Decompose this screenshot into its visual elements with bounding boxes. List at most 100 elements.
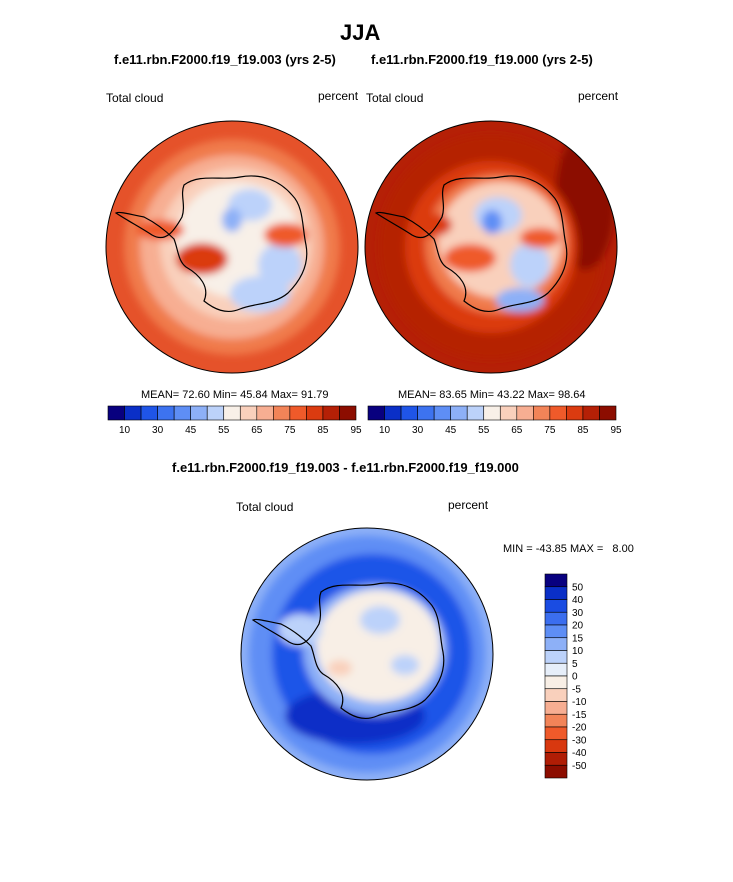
- left-colorbar-box: [157, 405, 175, 421]
- diff-colorbar-box: [544, 662, 568, 677]
- diff-colorbar-box: [544, 701, 568, 715]
- diff-colorbar-tick-label: -50: [572, 761, 587, 772]
- diff-colorbar-tick-label: -10: [572, 697, 587, 708]
- left-max-value: 91.79: [300, 389, 329, 401]
- left-stats: MEAN= 72.60 Min= 45.84 Max= 91.79: [141, 389, 329, 401]
- right-colorbar-box: [566, 405, 584, 421]
- diff-variable-label: Total cloud: [236, 500, 294, 514]
- right-colorbar-tick-label: 85: [577, 425, 589, 436]
- diff-panel-title: f.e11.rbn.F2000.f19_f19.003 - f.e11.rbn.…: [172, 460, 519, 475]
- diff-colorbar-tick-label: 20: [572, 621, 584, 632]
- right-min-label: Min=: [469, 389, 495, 401]
- right-colorbar-tick-label: 30: [412, 425, 424, 436]
- diff-colorbar-box: [544, 650, 568, 664]
- left-colorbar-box: [206, 405, 225, 421]
- left-colorbar-tick-label: 30: [152, 425, 164, 436]
- left-colorbar-box: [306, 405, 324, 421]
- right-units-label: percent: [578, 89, 619, 103]
- diff-colorbar-box: [544, 573, 568, 588]
- diff-colorbar-tick-label: -5: [572, 684, 581, 695]
- diff-colorbar-tick-label: 15: [572, 633, 584, 644]
- right-colorbar-tick-label: 45: [445, 425, 457, 436]
- right-colorbar-box: [450, 405, 468, 421]
- diff-colorbar-box: [544, 599, 568, 613]
- right-colorbar-tick-label: 55: [478, 425, 490, 436]
- diff-colorbar-box: [544, 637, 568, 651]
- right-colorbar-box: [367, 405, 385, 421]
- left-colorbar-box: [322, 405, 340, 421]
- right-stats: MEAN= 83.65 Min= 43.22 Max= 98.64: [398, 389, 586, 401]
- right-max-value: 98.64: [557, 389, 586, 401]
- right-colorbar-box: [417, 405, 435, 421]
- right-colorbar-box: [549, 405, 567, 421]
- diff-colorbar-box: [544, 611, 568, 626]
- diff-colorbar-tick-label: -30: [572, 735, 587, 746]
- diff-colorbar-tick-label: -15: [572, 710, 587, 721]
- diff-colorbar-box: [544, 586, 568, 600]
- left-colorbar-box: [239, 405, 258, 421]
- diff-colorbar-box: [544, 752, 568, 766]
- right-mean-label: MEAN=: [398, 389, 437, 401]
- left-colorbar-tick-label: 65: [251, 425, 263, 436]
- right-colorbar: 10 30 45 55 65 75 85 95: [367, 405, 622, 436]
- right-colorbar-tick-label: 75: [544, 425, 556, 436]
- left-colorbar-box: [107, 405, 125, 421]
- right-colorbar-box: [499, 405, 518, 421]
- left-colorbar-tick-label: 95: [350, 425, 362, 436]
- left-colorbar-box: [140, 405, 158, 421]
- right-colorbar-box: [533, 405, 551, 421]
- diff-colorbar-box: [544, 675, 568, 690]
- right-colorbar-tick-label: 10: [379, 425, 391, 436]
- left-colorbar-box: [173, 405, 191, 421]
- right-colorbar-box: [483, 405, 501, 421]
- right-colorbar-tick-label: 65: [511, 425, 523, 436]
- right-colorbar-box: [599, 405, 617, 421]
- diff-colorbar-tick-label: -20: [572, 723, 587, 734]
- left-map: [105, 120, 359, 374]
- left-colorbar-box: [273, 405, 291, 421]
- diff-colorbar-box: [544, 764, 568, 779]
- left-mean-label: MEAN=: [141, 389, 180, 401]
- diff-colorbar-tick-label: 50: [572, 582, 584, 593]
- left-min-label: Min=: [212, 389, 238, 401]
- left-colorbar-box: [256, 405, 274, 421]
- right-colorbar-box: [582, 405, 600, 421]
- left-mean-value: 72.60: [182, 389, 210, 401]
- right-mean-value: 83.65: [439, 389, 467, 401]
- left-colorbar-tick-label: 10: [119, 425, 131, 436]
- left-colorbar-tick-label: 55: [218, 425, 230, 436]
- right-colorbar-box: [516, 405, 534, 421]
- diff-minmax-text: MIN = -43.85 MAX = 8.00: [503, 543, 634, 555]
- diff-colorbar-tick-label: 0: [572, 672, 578, 683]
- diff-colorbar-box: [544, 713, 568, 728]
- left-colorbar: 10 30 45 55 65 75 85 95: [107, 405, 362, 436]
- diff-colorbar-tick-label: 30: [572, 608, 584, 619]
- diff-map: [240, 527, 494, 781]
- left-colorbar-tick-label: 85: [317, 425, 329, 436]
- season-title: JJA: [340, 20, 381, 45]
- left-colorbar-box: [289, 405, 307, 421]
- diff-colorbar-tick-label: 10: [572, 646, 584, 657]
- left-panel-title: f.e11.rbn.F2000.f19_f19.003 (yrs 2-5): [114, 52, 336, 67]
- left-colorbar-box: [223, 405, 241, 421]
- diff-colorbar-tick-label: -40: [572, 748, 587, 759]
- right-variable-label: Total cloud: [366, 91, 424, 105]
- left-colorbar-tick-label: 75: [284, 425, 296, 436]
- diff-colorbar-box: [544, 688, 568, 702]
- left-max-label: Max=: [270, 389, 298, 401]
- right-colorbar-tick-label: 95: [610, 425, 622, 436]
- right-map: [364, 120, 618, 374]
- right-colorbar-box: [466, 405, 485, 421]
- diff-colorbar-box: [544, 739, 568, 753]
- right-colorbar-box: [400, 405, 418, 421]
- left-colorbar-tick-label: 45: [185, 425, 197, 436]
- right-colorbar-box: [384, 405, 402, 421]
- diff-colorbar-tick-label: 5: [572, 659, 578, 670]
- right-min-value: 43.22: [497, 389, 525, 401]
- right-panel-title: f.e11.rbn.F2000.f19_f19.000 (yrs 2-5): [371, 52, 593, 67]
- diff-colorbar-tick-label: 40: [572, 595, 584, 606]
- left-colorbar-box: [124, 405, 142, 421]
- left-min-value: 45.84: [240, 389, 268, 401]
- right-colorbar-box: [433, 405, 451, 421]
